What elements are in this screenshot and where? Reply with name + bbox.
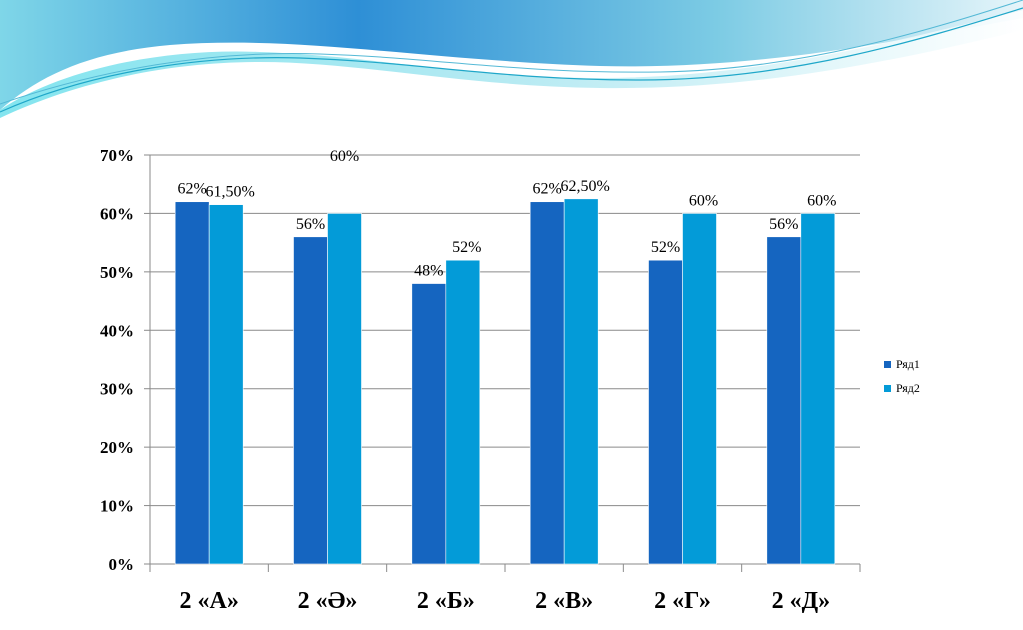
legend-swatch (884, 385, 891, 392)
x-tick-label: 2 «Б» (417, 588, 475, 614)
x-tick-label: 2 «Г» (654, 588, 711, 614)
bar (766, 236, 802, 565)
y-tick-label: 0% (109, 555, 135, 574)
y-tick-label: 50% (100, 263, 134, 282)
bar (327, 213, 362, 565)
data-label: 62,50% (561, 178, 610, 195)
x-tick-label: 2 «Д» (772, 588, 831, 614)
bar (445, 259, 481, 565)
data-label: 60% (689, 192, 718, 209)
data-label: 62% (533, 181, 562, 198)
wave-header-decoration (0, 0, 1023, 118)
x-tick-label: 2 «А» (179, 588, 238, 614)
y-tick-label: 10% (100, 497, 134, 516)
legend-label: Ряд2 (896, 381, 920, 395)
bar (648, 259, 683, 565)
y-tick-label: 30% (100, 380, 134, 399)
y-tick-label: 40% (100, 321, 134, 340)
data-label: 52% (651, 239, 680, 256)
data-label: 48% (414, 263, 443, 280)
bar (411, 283, 447, 565)
data-label: 56% (296, 216, 325, 233)
data-label: 52% (452, 239, 481, 256)
bar (800, 213, 836, 565)
bar (174, 201, 210, 565)
x-tick-label: 2 «Ә» (298, 588, 358, 614)
bar (208, 204, 244, 565)
legend-label: Ряд1 (896, 357, 920, 371)
data-label: 56% (769, 216, 798, 233)
bar (529, 201, 565, 565)
data-label: 60% (807, 192, 836, 209)
y-tick-label: 60% (100, 204, 134, 223)
bar (682, 213, 717, 565)
bar (563, 198, 599, 565)
x-tick-label: 2 «В» (535, 588, 593, 614)
data-label: 61,50% (206, 184, 255, 201)
y-tick-label: 20% (100, 438, 134, 457)
y-tick-label: 70% (100, 146, 134, 165)
legend-swatch (884, 361, 891, 368)
data-label: 62% (178, 181, 207, 198)
bar (293, 236, 328, 565)
data-label: 60% (330, 148, 359, 165)
